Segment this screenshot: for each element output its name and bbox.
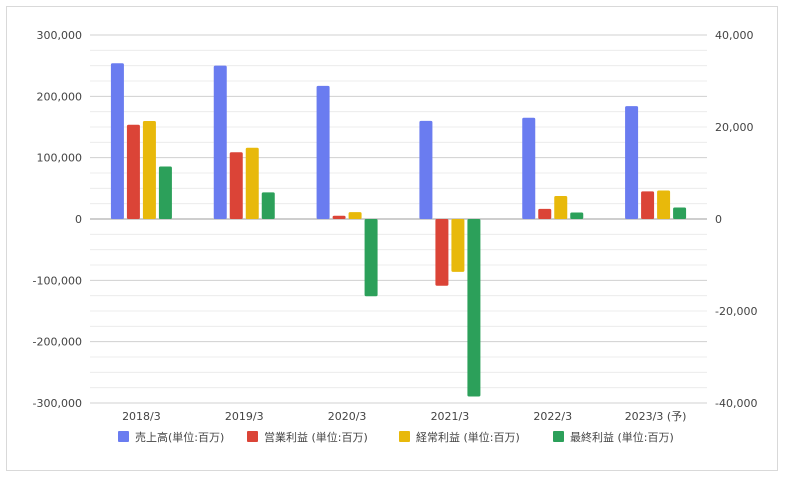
right-axis-tick-label: 20,000 [715,121,754,134]
right-axis-tick-label: -20,000 [715,305,757,318]
bar [625,106,639,219]
x-axis-tick-label: 2020/3 [328,410,367,423]
left-axis-tick-label: 100,000 [37,152,83,165]
left-axis-tick-label: 0 [75,213,82,226]
bar [641,191,655,219]
right-axis-tick-label: 0 [715,213,722,226]
x-axis-tick-label: 2019/3 [225,410,264,423]
left-axis-tick-label: 300,000 [37,29,83,42]
grid-lines [90,34,707,404]
axes: 300,000 200,000 100,000 0 -100,000 -200,000 -3… [33,29,758,423]
right-axis-tick-label: -40,000 [715,397,757,410]
bar [126,124,140,219]
left-axis-tick-label: -200,000 [33,336,82,349]
bar [348,212,362,219]
chart-frame [6,6,778,471]
bar [110,63,124,219]
bar [261,192,275,219]
legend: 売上高(単位:百万) 営業利益 (単位:百万) 経常利益 (単位:百万) 最終利益 (… [118,430,674,444]
bar [158,166,172,219]
legend-entry-label: 営業利益 (単位:百万) [264,430,368,444]
bar [673,207,687,219]
bar [332,215,346,219]
bar [554,196,568,219]
left-axis-tick-label: -300,000 [33,397,82,410]
bar [364,219,378,297]
bar [522,117,536,219]
x-axis-tick-label: 2021/3 [431,410,470,423]
x-axis-tick-label: 2018/3 [122,410,161,423]
x-axis-tick-label: 2023/3 (予) [625,410,687,423]
bar [229,152,243,219]
bar [538,208,552,219]
bar [419,120,433,219]
legend-swatch [553,431,564,442]
legend-entry-label: 売上高(単位:百万) [135,430,224,444]
bar [213,65,227,220]
legend-entry-label: 経常利益 (単位:百万) [416,430,520,444]
left-axis-tick-label: -100,000 [33,274,82,287]
legend-swatch [118,431,129,442]
bar [657,190,671,219]
legend-swatch [399,431,410,442]
x-axis-tick-label: 2022/3 [533,410,572,423]
right-axis-tick-label: 40,000 [715,29,754,42]
legend-entry-label: 最終利益 (単位:百万) [570,430,674,444]
left-axis-tick-label: 200,000 [37,90,83,103]
bar [245,147,259,219]
bar [467,219,481,397]
bar [316,85,330,219]
bar [435,219,449,286]
bar [570,212,584,219]
bars [110,63,687,397]
bar [142,121,156,219]
bar [451,219,465,272]
legend-swatch [247,431,258,442]
